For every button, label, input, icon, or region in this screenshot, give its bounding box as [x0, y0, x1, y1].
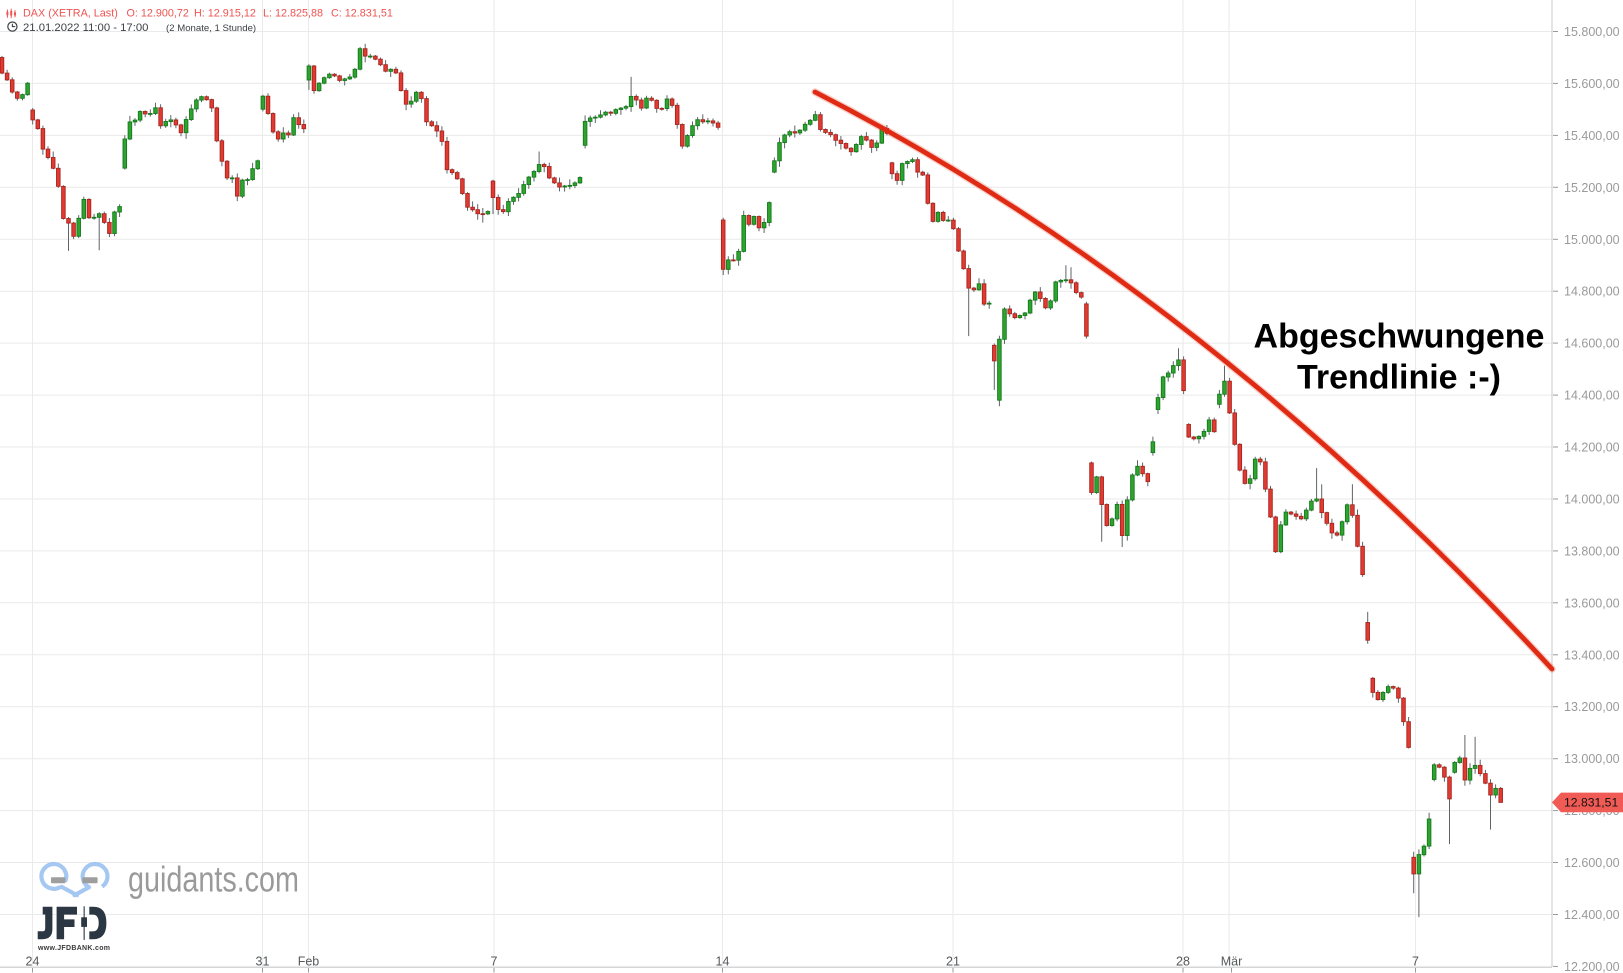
svg-text:Feb: Feb: [298, 955, 320, 969]
svg-text:14.800,00: 14.800,00: [1564, 285, 1620, 299]
svg-text:15.800,00: 15.800,00: [1564, 25, 1620, 39]
svg-text:L: 12.825,88: L: 12.825,88: [263, 8, 323, 20]
svg-text:O: 12.900,72: O: 12.900,72: [127, 8, 189, 20]
svg-text:21.01.2022 11:00 - 17:00: 21.01.2022 11:00 - 17:00: [23, 22, 148, 34]
svg-text:C: 12.831,51: C: 12.831,51: [331, 8, 393, 20]
svg-text:12.200,00: 12.200,00: [1564, 960, 1620, 973]
svg-text:7: 7: [491, 955, 498, 969]
svg-text:DAX (XETRA, Last): DAX (XETRA, Last): [23, 8, 118, 20]
svg-text:13.600,00: 13.600,00: [1564, 596, 1620, 610]
svg-text:21: 21: [946, 955, 960, 969]
svg-text:14.200,00: 14.200,00: [1564, 441, 1620, 455]
svg-text:13.200,00: 13.200,00: [1564, 700, 1620, 714]
svg-text:Abgeschwungene: Abgeschwungene: [1254, 318, 1545, 356]
svg-text:12.400,00: 12.400,00: [1564, 908, 1620, 922]
svg-text:15.400,00: 15.400,00: [1564, 129, 1620, 143]
svg-text:Trendlinie :-): Trendlinie :-): [1297, 359, 1501, 397]
svg-text:15.200,00: 15.200,00: [1564, 181, 1620, 195]
svg-text:28: 28: [1176, 955, 1190, 969]
svg-text:H: 12.915,12: H: 12.915,12: [194, 8, 256, 20]
svg-text:13.400,00: 13.400,00: [1564, 648, 1620, 662]
svg-text:14.000,00: 14.000,00: [1564, 493, 1620, 507]
svg-text:15.600,00: 15.600,00: [1564, 77, 1620, 91]
svg-text:24: 24: [26, 955, 40, 969]
svg-text:14.600,00: 14.600,00: [1564, 337, 1620, 351]
svg-text:guidants.com: guidants.com: [128, 859, 299, 900]
svg-text:Mär: Mär: [1221, 955, 1243, 969]
svg-text:(2 Monate, 1 Stunde): (2 Monate, 1 Stunde): [166, 23, 256, 34]
svg-text:12.600,00: 12.600,00: [1564, 856, 1620, 870]
svg-text:14.400,00: 14.400,00: [1564, 389, 1620, 403]
svg-text:www.JFDBANK.com: www.JFDBANK.com: [37, 945, 110, 952]
svg-text:12.831,51: 12.831,51: [1564, 796, 1618, 810]
svg-text:13.000,00: 13.000,00: [1564, 752, 1620, 766]
svg-text:14: 14: [716, 955, 730, 969]
svg-text:13.800,00: 13.800,00: [1564, 544, 1620, 558]
svg-text:15.000,00: 15.000,00: [1564, 233, 1620, 247]
svg-text:7: 7: [1412, 955, 1419, 969]
svg-text:31: 31: [256, 955, 270, 969]
